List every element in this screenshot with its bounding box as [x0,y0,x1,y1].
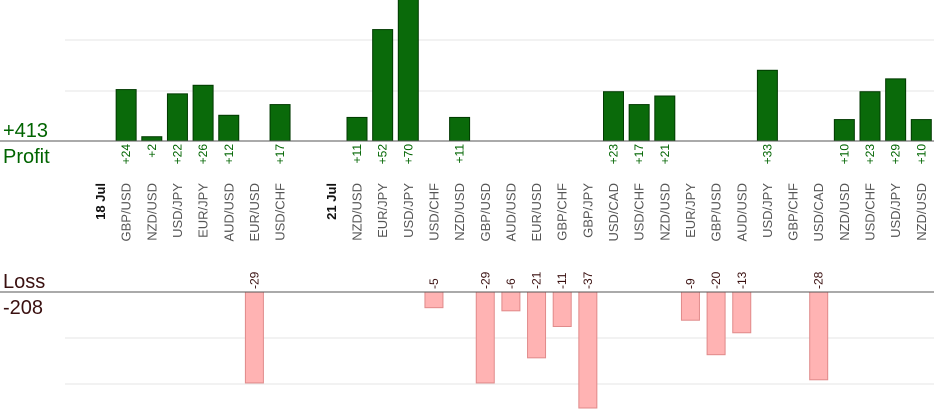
profit-bar [269,104,291,142]
loss-bar [244,291,264,384]
profit-bar [833,119,855,142]
profit-bar [397,0,419,142]
pair-label: AUD/USD [503,183,518,242]
pair-label: NZD/USD [452,183,467,241]
loss-bar [578,291,598,409]
date-label: 18 Jul [93,183,108,220]
profit-value-label: +11 [350,144,364,164]
loss-value-label: -20 [709,271,723,289]
profit-bar [449,116,471,142]
loss-bar [501,291,521,312]
loss-bar [706,291,726,356]
loss-bar [552,291,572,327]
loss-value-label: -6 [504,278,518,289]
pair-label: USD/JPY [401,183,416,238]
profit-bar [756,69,778,142]
profit-value-label: +10 [914,144,928,165]
pair-label: NZD/USD [914,183,929,241]
pair-label: AUD/USD [221,183,236,242]
pair-label: GBP/USD [119,183,134,242]
profit-label: Profit [3,146,50,168]
pair-label: USD/CHF [632,183,647,241]
pair-label: GBP/JPY [580,183,595,238]
pair-label: NZD/USD [144,183,159,241]
profit-value-label: +29 [889,144,903,165]
pair-label: NZD/USD [350,183,365,241]
pair-label: USD/CAD [606,183,621,242]
loss-value-label: -21 [530,271,544,289]
profit-bar [166,93,188,142]
date-label: 21 Jul [324,183,339,220]
pair-label: EUR/JPY [375,183,390,238]
profit-value-label: +70 [401,144,415,165]
profit-value-label: +10 [837,144,851,165]
pair-label: GBP/USD [478,183,493,242]
loss-bars [244,291,829,409]
loss-value-label: -29 [247,271,261,289]
loss-value-label: -11 [555,272,569,289]
profit-bar [372,29,394,142]
loss-bar [424,291,444,309]
pair-label: NZD/USD [837,183,852,241]
loss-value-label: -28 [812,271,826,289]
loss-value-label: -5 [427,278,441,289]
profit-bar [910,119,932,142]
pair-label: NZD/USD [657,183,672,241]
profit-value-label: +23 [863,144,877,165]
loss-bar [527,291,547,359]
profit-bar [654,95,676,142]
profit-value-label: +17 [632,144,646,165]
profit-value-label: +17 [273,144,287,165]
pair-label: EUR/USD [529,183,544,242]
profit-bar [885,78,907,142]
loss-bar [680,291,700,321]
loss-value-label: -9 [683,278,697,289]
profit-bar [141,136,163,142]
profit-value-label: +11 [453,144,467,164]
profit-value-label: +12 [222,144,236,165]
pair-label: GBP/CHF [786,183,801,241]
pair-label: EUR/USD [247,183,262,242]
loss-total: -208 [3,297,43,319]
pair-label: USD/CHF [863,183,878,241]
loss-bar [732,291,752,334]
profit-bar [603,91,624,142]
loss-value-label: -13 [735,271,749,289]
profit-value-label: +52 [376,144,390,165]
profit-bars [115,0,932,142]
profit-bar [218,114,240,142]
loss-label: Loss [3,271,45,293]
pair-label: USD/CHF [426,183,441,241]
value-labels: +24 +2 +22 +26 +12 -29 +17 +11 +52 +70 -5 +11 -29 -6 -… [119,144,928,289]
loss-bar [809,291,829,381]
loss-bar [475,291,495,384]
pair-label: GBP/USD [709,183,724,242]
profit-value-label: +23 [607,144,621,165]
profit-value-label: +33 [760,144,774,165]
profit-bar [115,89,137,142]
category-labels: 18 Jul GBP/USD NZD/USD USD/JPY EUR/JPY AUD/US… [93,183,929,242]
loss-value-label: -37 [581,271,595,289]
loss-value-label: -29 [478,271,492,289]
pair-label: USD/JPY [888,183,903,238]
profit-value-label: +2 [145,144,159,158]
pair-label: AUD/USD [734,183,749,242]
profit-value-label: +22 [170,144,184,165]
profit-bar [859,91,881,142]
profit-value-label: +24 [119,144,133,165]
pair-label: EUR/JPY [196,183,211,238]
profit-bar [346,116,368,142]
profit-value-label: +26 [196,144,210,165]
pair-label: EUR/JPY [683,183,698,238]
pair-label: USD/JPY [760,183,775,238]
pair-label: GBP/CHF [555,183,570,241]
profit-bar [628,104,650,142]
pair-label: USD/CHF [273,183,288,241]
pair-label: USD/JPY [170,183,185,238]
profit-value-label: +21 [658,144,672,165]
profit-bar [192,84,214,142]
pair-label: USD/CAD [811,183,826,242]
profit-total: +413 [3,120,48,142]
